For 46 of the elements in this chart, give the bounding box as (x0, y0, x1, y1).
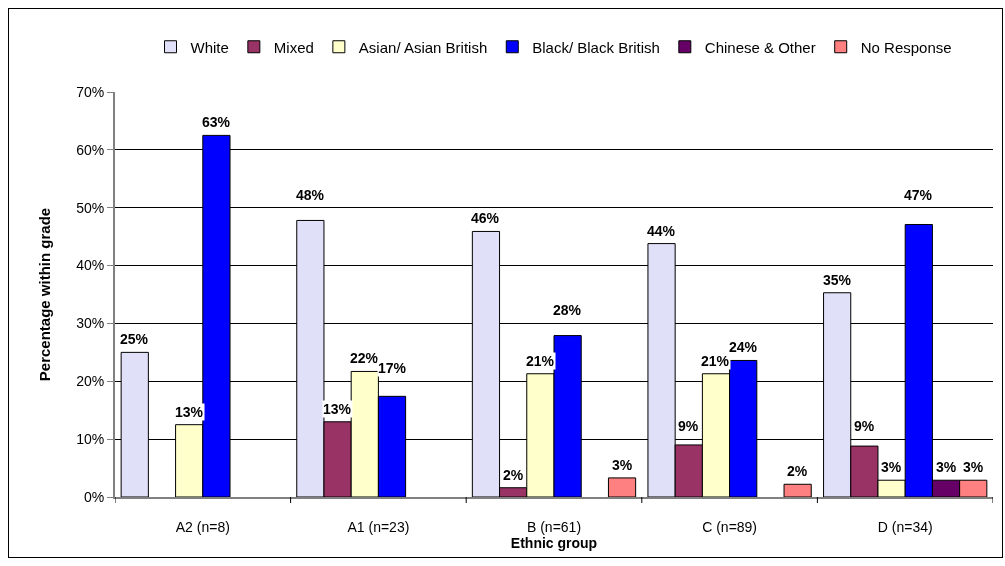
bar (607, 477, 637, 497)
x-tick-label: A1 (n=23) (347, 518, 410, 535)
x-tick-label: D (n=34) (877, 518, 933, 535)
y-tick-label: 0% (83, 488, 105, 505)
data-label: 35% (823, 272, 852, 288)
data-label: 17% (378, 360, 407, 376)
y-tick-label: 50% (76, 199, 105, 216)
data-label: 3% (963, 459, 984, 475)
data-label: 25% (120, 331, 149, 347)
data-label: 3% (881, 459, 902, 475)
x-tick-label: C (n=89) (702, 518, 758, 535)
y-tick-label: 30% (76, 315, 105, 332)
bar (783, 483, 812, 497)
y-tick-label: 40% (76, 257, 105, 274)
legend-label: Asian/ Asian British (358, 38, 488, 56)
x-tick-label: B (n=61) (526, 518, 582, 535)
legend-label: Chinese & Other (704, 38, 816, 56)
legend-label: No Response (860, 38, 952, 56)
legend-label: White (190, 38, 229, 56)
y-tick-label: 20% (76, 373, 105, 390)
data-label: 9% (854, 418, 875, 434)
data-label: 21% (701, 353, 730, 369)
data-label: 48% (296, 187, 325, 203)
data-label: 63% (202, 114, 231, 130)
y-tick-label: 10% (76, 431, 105, 448)
data-label: 44% (647, 223, 676, 239)
data-label: 13% (323, 401, 352, 417)
data-label: 47% (904, 187, 933, 203)
legend-label: Mixed (273, 38, 314, 56)
data-label: 13% (175, 404, 204, 420)
data-label: 46% (471, 210, 500, 226)
y-tick-label: 60% (76, 141, 105, 158)
data-label: 2% (503, 467, 524, 483)
legend-label: Black/ Black British (532, 38, 660, 56)
data-label: 28% (553, 302, 582, 318)
data-label: 9% (678, 418, 699, 434)
y-axis-title: Percentage within grade (35, 207, 53, 382)
x-tick-label: A2 (n=8) (175, 518, 230, 535)
data-label: 22% (350, 350, 379, 366)
data-label: 21% (526, 353, 555, 369)
x-axis-title: Ethnic group (510, 534, 598, 551)
data-label: 3% (936, 459, 957, 475)
data-label: 24% (729, 339, 758, 355)
data-label: 2% (787, 463, 808, 479)
y-tick-label: 70% (76, 83, 105, 100)
data-label: 3% (612, 457, 633, 473)
